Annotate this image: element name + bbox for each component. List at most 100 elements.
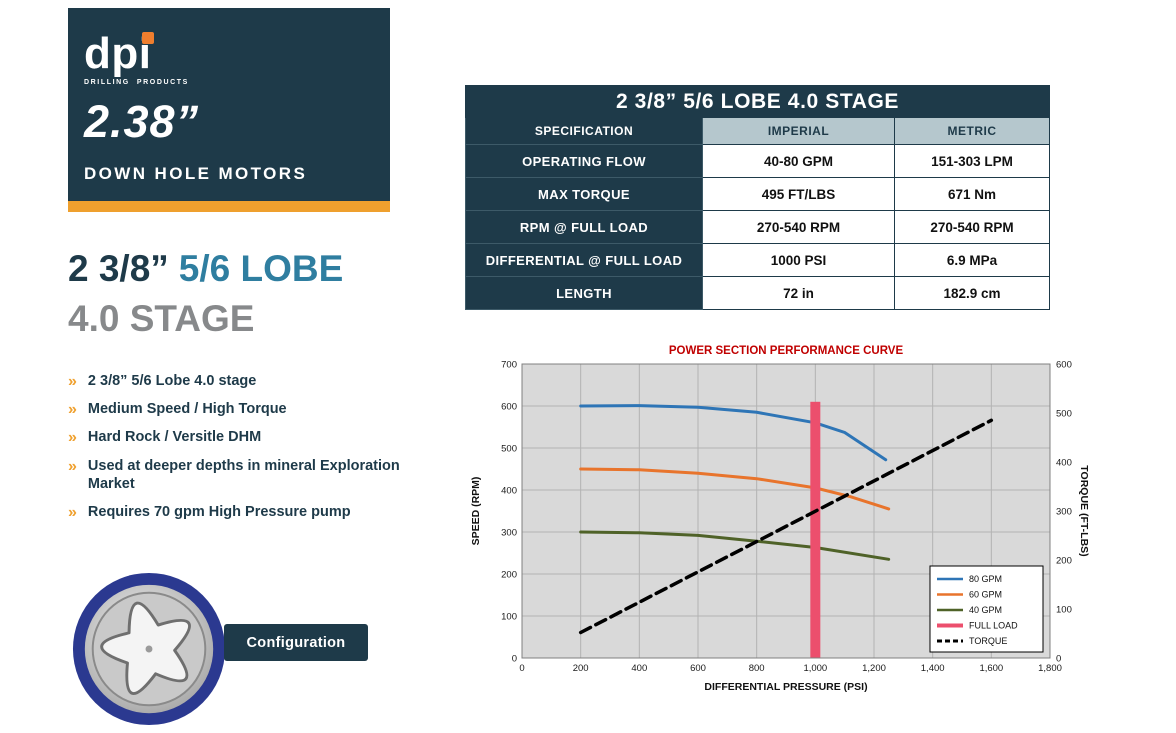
chart-series-40-gpm xyxy=(579,530,891,561)
x-tick-label: 1,400 xyxy=(921,663,945,674)
page-title-line1: 2 3/8” 5/6 LOBE xyxy=(68,248,343,298)
title-lobe: 5/6 LOBE xyxy=(178,248,344,289)
column-header-imperial: IMPERIAL xyxy=(702,117,895,145)
chart-legend xyxy=(929,565,1044,653)
table-row: OPERATING FLOW 40-80 GPM 151-303 LPM xyxy=(465,144,1050,178)
y-right-tick-label: 500 xyxy=(1056,409,1072,420)
spec-name: MAX TORQUE xyxy=(465,177,703,211)
list-item: Requires 70 gpm High Pressure pump xyxy=(68,503,413,522)
legend-label-60-gpm: 60 GPM xyxy=(969,590,1002,600)
bullet-text: Hard Rock / Versitle DHM xyxy=(87,429,262,446)
y-right-tick-label: 400 xyxy=(1056,458,1072,469)
spec-imperial-value: 72 in xyxy=(702,276,895,310)
legend-label-torque: TORQUE xyxy=(969,636,1007,646)
y-left-tick-label: 200 xyxy=(501,570,517,581)
y-right-tick-label: 200 xyxy=(1056,556,1072,567)
spec-metric-value: 671 Nm xyxy=(894,177,1050,211)
spec-imperial-value: 40-80 GPM xyxy=(702,144,895,178)
motor-size-label: 2.38” xyxy=(84,96,200,147)
performance-chart-svg: POWER SECTION PERFORMANCE CURVE 0 200 400 60… xyxy=(470,345,1090,693)
spec-imperial-value: 495 FT/LBS xyxy=(702,177,895,211)
list-item: Used at deeper depths in mineral Explora… xyxy=(68,457,413,495)
logo-dot-icon xyxy=(142,32,154,44)
chevron-bullet-icon xyxy=(68,428,77,447)
table-header-row: SPECIFICATION IMPERIAL METRIC xyxy=(465,117,1050,145)
bullet-text: 2 3/8” 5/6 Lobe 4.0 stage xyxy=(87,373,257,389)
rotor-cross-section-image xyxy=(70,570,228,728)
y-left-tick-label: 0 xyxy=(512,654,517,665)
spec-name: OPERATING FLOW xyxy=(465,144,703,178)
legend-label-80-gpm: 80 GPM xyxy=(969,574,1002,584)
logo-text: dpi xyxy=(84,29,152,78)
bullet-text: Medium Speed / High Torque xyxy=(87,401,287,418)
column-header-metric: METRIC xyxy=(894,117,1050,145)
logo-sub-drilling: DRILLING xyxy=(84,79,130,86)
y-left-tick-label: 700 xyxy=(501,360,517,371)
spec-name: DIFFERENTIAL @ FULL LOAD xyxy=(465,243,703,277)
rotor-svg xyxy=(72,572,226,726)
list-item: Medium Speed / High Torque xyxy=(68,400,413,419)
table-row: MAX TORQUE 495 FT/LBS 671 Nm xyxy=(465,177,1050,211)
table-row: LENGTH 72 in 182.9 cm xyxy=(465,276,1050,310)
spec-metric-value: 182.9 cm xyxy=(894,276,1050,310)
configuration-button[interactable]: Configuration xyxy=(224,624,368,661)
x-tick-label: 0 xyxy=(519,663,524,674)
chart-series-torque xyxy=(578,418,994,635)
x-tick-label: 1,000 xyxy=(803,663,827,674)
y-left-tick-label: 400 xyxy=(501,486,517,497)
feature-bullet-list: 2 3/8” 5/6 Lobe 4.0 stage Medium Speed /… xyxy=(68,372,413,531)
chevron-bullet-icon xyxy=(68,457,77,495)
bullet-text: Requires 70 gpm High Pressure pump xyxy=(87,504,351,521)
legend-label-full-load: FULL LOAD xyxy=(969,621,1018,631)
y-right-tick-label: 0 xyxy=(1056,654,1061,665)
y-left-tick-label: 100 xyxy=(501,612,517,623)
y-left-axis-title: SPEED (RPM) xyxy=(470,477,482,546)
product-line-label: DOWN HOLE MOTORS xyxy=(84,164,308,183)
x-tick-label: 400 xyxy=(631,663,647,674)
spec-table: 2 3/8” 5/6 LOBE 4.0 STAGE SPECIFICATION … xyxy=(465,85,1050,310)
chart-plot-border xyxy=(521,363,1051,659)
logo-sub-products: PRODUCTS xyxy=(136,79,189,86)
table-title-row: 2 3/8” 5/6 LOBE 4.0 STAGE xyxy=(465,85,1050,118)
spec-metric-value: 270-540 RPM xyxy=(894,210,1050,244)
list-item: 2 3/8” 5/6 Lobe 4.0 stage xyxy=(68,372,413,391)
x-tick-label: 200 xyxy=(573,663,589,674)
x-axis-title: DIFFERENTIAL PRESSURE (PSI) xyxy=(704,681,867,693)
chevron-bullet-icon xyxy=(68,400,77,419)
dpi-logo: dpi DRILLING PRODUCTS xyxy=(84,29,189,87)
brand-block: dpi DRILLING PRODUCTS 2.38” DOWN HOLE MO… xyxy=(68,8,390,201)
column-header-specification: SPECIFICATION xyxy=(465,117,703,145)
spec-metric-value: 6.9 MPa xyxy=(894,243,1050,277)
rotor-star-lobe xyxy=(100,601,191,695)
title-size: 2 3/8” xyxy=(68,248,169,289)
spec-name: LENGTH xyxy=(465,276,703,310)
brand-accent-bar xyxy=(68,201,390,212)
chevron-bullet-icon xyxy=(68,503,77,522)
chevron-bullet-icon xyxy=(68,372,77,391)
spec-name: RPM @ FULL LOAD xyxy=(465,210,703,244)
y-right-axis-title: TORQUE (FT-LBS) xyxy=(1078,465,1090,556)
table-row: DIFFERENTIAL @ FULL LOAD 1000 PSI 6.9 MP… xyxy=(465,243,1050,277)
chart-series-full-load xyxy=(810,401,821,658)
y-right-tick-label: 100 xyxy=(1056,605,1072,616)
y-left-tick-label: 500 xyxy=(501,444,517,455)
rotor-center-dot xyxy=(145,645,153,653)
chart-series-60-gpm xyxy=(579,467,891,511)
title-stage: 4.0 STAGE xyxy=(68,298,255,339)
x-tick-label: 1,600 xyxy=(979,663,1003,674)
spec-metric-value: 151-303 LPM xyxy=(894,144,1050,178)
spec-imperial-value: 270-540 RPM xyxy=(702,210,895,244)
legend-label-40-gpm: 40 GPM xyxy=(969,605,1002,615)
x-tick-label: 1,200 xyxy=(862,663,886,674)
y-left-tick-label: 300 xyxy=(501,528,517,539)
y-right-tick-label: 300 xyxy=(1056,507,1072,518)
list-item: Hard Rock / Versitle DHM xyxy=(68,428,413,447)
chart-title: POWER SECTION PERFORMANCE CURVE xyxy=(669,345,904,357)
logo-subtitle: DRILLING PRODUCTS xyxy=(84,79,189,86)
y-left-tick-label: 600 xyxy=(501,402,517,413)
x-tick-label: 600 xyxy=(690,663,706,674)
x-tick-label: 1,800 xyxy=(1038,663,1062,674)
spec-table-title: 2 3/8” 5/6 LOBE 4.0 STAGE xyxy=(465,85,1050,118)
page-title: 2 3/8” 5/6 LOBE 4.0 STAGE xyxy=(68,248,343,340)
